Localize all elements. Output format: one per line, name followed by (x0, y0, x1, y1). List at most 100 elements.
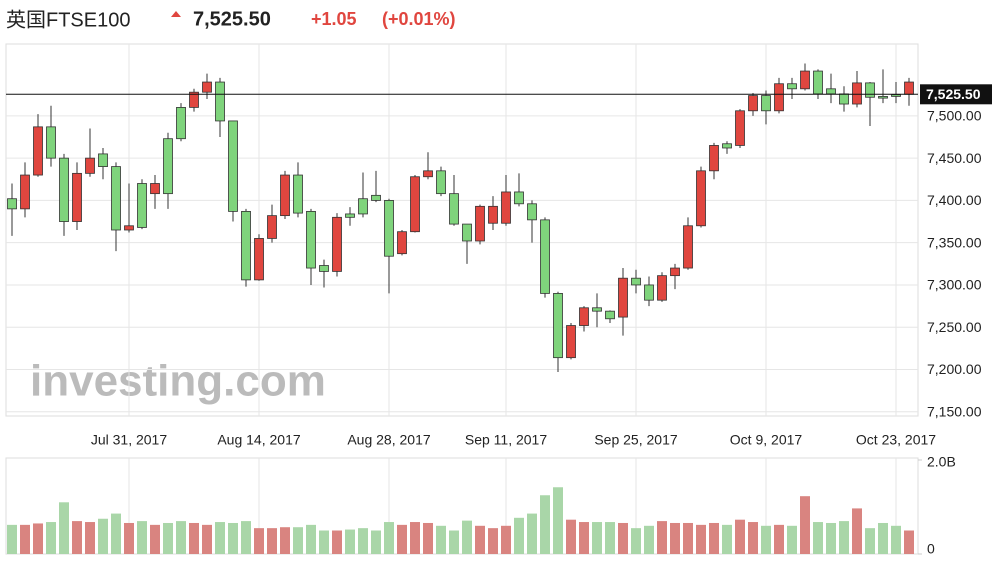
watermark: investing.com (30, 357, 326, 406)
candle-body (631, 277, 641, 286)
volume-bar (33, 523, 43, 554)
volume-bar (514, 517, 524, 554)
volume-bar (605, 522, 615, 554)
candle-body (839, 93, 849, 105)
candle-body (644, 284, 654, 301)
candle-body (345, 213, 355, 218)
y-tick-label: 7,450.00 (927, 150, 982, 166)
candle-body (592, 307, 602, 312)
candle-body (709, 145, 719, 172)
volume-bar (800, 496, 810, 554)
candle-body (852, 82, 862, 105)
candle-body (33, 126, 43, 176)
volume-bar (592, 522, 602, 554)
volume-bar (85, 522, 95, 554)
volume-bar (332, 530, 342, 554)
candle-body (384, 200, 394, 257)
candle-body (527, 203, 537, 221)
volume-bar (748, 522, 758, 554)
candle-body (124, 225, 134, 231)
candle-body (566, 325, 576, 359)
volume-bar (670, 522, 680, 554)
volume-bar (462, 520, 472, 554)
candle-body (722, 143, 732, 149)
candle-body (189, 91, 199, 108)
candle-body (215, 81, 225, 122)
y-tick-label: 7,200.00 (927, 361, 982, 377)
volume-bar (319, 530, 329, 554)
candle-body (176, 107, 186, 140)
volume-bar (397, 524, 407, 554)
candle-body (787, 83, 797, 90)
y-tick-label: 7,500.00 (927, 108, 982, 124)
candle-body (319, 265, 329, 272)
candle-body (85, 157, 95, 174)
candle-body (800, 70, 810, 90)
candle-body (813, 70, 823, 95)
candle-body (657, 275, 667, 301)
candle-body (735, 110, 745, 146)
instrument-title: 英国FTSE100 (6, 8, 130, 31)
volume-bar (215, 522, 225, 554)
candle-body (293, 174, 303, 214)
volume-bar (553, 487, 563, 554)
candle-body (202, 81, 212, 93)
up-arrow-icon (171, 11, 181, 17)
y-tick-label: 7,300.00 (927, 277, 982, 293)
candle-body (163, 138, 173, 195)
volume-bar (137, 521, 147, 554)
volume-bar (774, 524, 784, 554)
candle-body (514, 191, 524, 205)
last-price-label: 7,525.50 (926, 86, 981, 102)
volume-bar (657, 521, 667, 554)
price-change: +1.05 (311, 9, 357, 29)
candle-body (488, 205, 498, 224)
volume-bar (826, 522, 836, 554)
volume-bar (111, 513, 121, 554)
volume-bar (566, 519, 576, 554)
candle-body (280, 174, 290, 217)
volume-bar (865, 528, 875, 554)
volume-bar (189, 522, 199, 554)
candle-body (371, 194, 381, 201)
candle-body (462, 223, 472, 242)
candle-body (449, 193, 459, 225)
volume-bar (436, 525, 446, 554)
volume-bar (540, 495, 550, 554)
volume-bar (241, 521, 251, 554)
volume-bar (267, 528, 277, 554)
volume-bar (410, 522, 420, 554)
volume-bar (618, 522, 628, 554)
candle-body (332, 216, 342, 272)
volume-bar (722, 524, 732, 554)
candle-body (59, 157, 69, 222)
volume-bar (501, 525, 511, 554)
volume-bar (202, 524, 212, 554)
volume-bar (280, 527, 290, 554)
y-tick-label: 2.0B (927, 454, 956, 470)
volume-bar (423, 522, 433, 554)
candle-body (878, 96, 888, 99)
volume-bar (72, 521, 82, 554)
candle-body (826, 88, 836, 95)
candle-body (475, 205, 485, 242)
x-tick-label: Aug 14, 2017 (217, 432, 301, 448)
y-tick-label: 7,400.00 (927, 192, 982, 208)
volume-bar (345, 529, 355, 554)
volume-bar (150, 524, 160, 554)
candle-body (683, 225, 693, 269)
volume-bar (384, 522, 394, 554)
candle-body (501, 191, 511, 224)
candle-body (306, 210, 316, 269)
volume-bar (852, 508, 862, 554)
candle-body (150, 183, 160, 195)
volume-bar (98, 518, 108, 554)
volume-bar (449, 530, 459, 554)
candle-body (228, 120, 238, 212)
candle-body (748, 95, 758, 112)
volume-bar (254, 528, 264, 554)
price-change-pct: (+0.01%) (382, 9, 456, 29)
volume-bar (293, 527, 303, 554)
candle-body (98, 153, 108, 167)
